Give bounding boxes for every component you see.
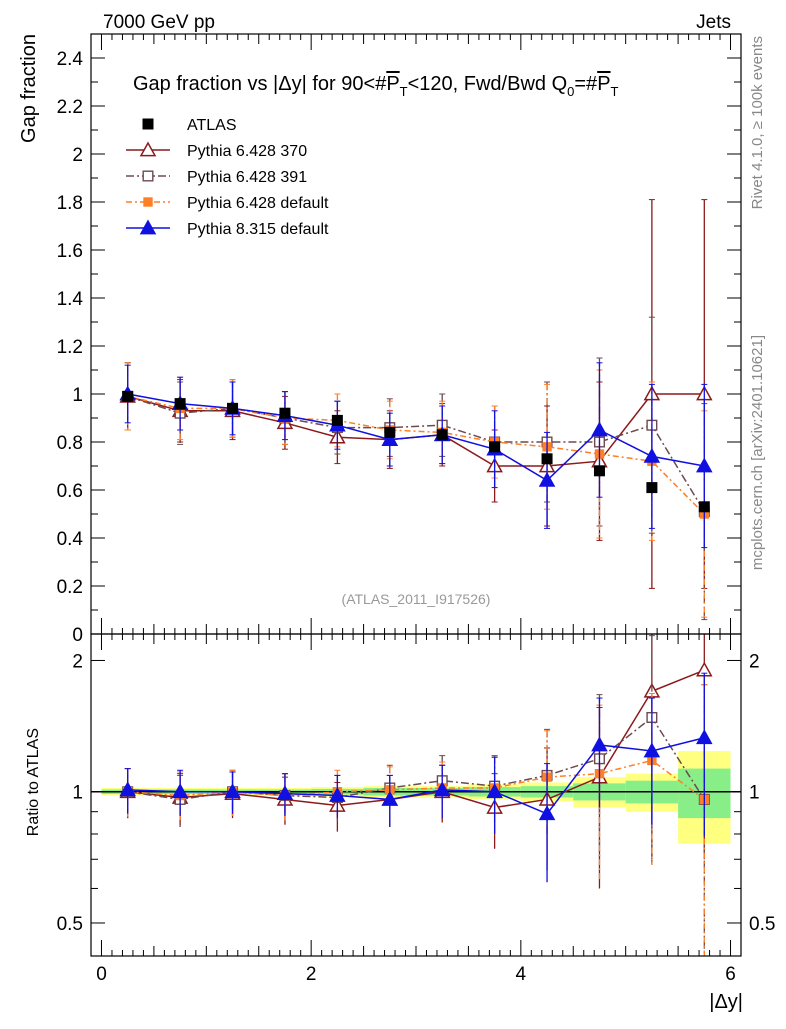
- legend-marker: [142, 118, 154, 130]
- series-4-ratio-line: [127, 736, 705, 815]
- legend: ATLAS Pythia 6.428 370 Pythia 6.428 391 Pyt…: [126, 117, 329, 238]
- series-2-line: [127, 395, 705, 512]
- ratio-y-tick-label: 0.5: [57, 914, 83, 935]
- ratio-y-tick-label-right: 2: [749, 651, 760, 672]
- series-4-ratio-point: [591, 736, 608, 752]
- atlas-data-point: [489, 441, 501, 453]
- legend-label: Pythia 6.428 391: [187, 169, 307, 186]
- series-4-point: [538, 471, 556, 487]
- series-1-ratio-line: [127, 669, 705, 809]
- x-axis-label: |Δy|: [709, 991, 743, 1013]
- y-tick-label: 1.6: [57, 241, 83, 262]
- energy-label: 7000 GeV pp: [103, 12, 215, 33]
- side-label-top: Rivet 4.1.0, ≥ 100k events: [749, 36, 766, 209]
- series-4-ratio-point: [433, 781, 451, 797]
- main-axis-ticks: 0 0.2 0.4 0.6 0.8 1 1.2 1.4 1.6 1.8 2 2.2 2.4: [57, 33, 741, 646]
- series-4-ratio-point: [538, 805, 556, 821]
- series-4-point: [381, 431, 399, 446]
- y-tick-label: 0.8: [57, 433, 83, 454]
- atlas-data-point: [227, 402, 239, 414]
- series-4-ratio-point: [643, 742, 661, 758]
- atlas-data-point: [279, 407, 291, 419]
- analysis-watermark: (ATLAS_2011_I917526): [342, 591, 491, 607]
- series-4-line: [127, 393, 705, 482]
- y-tick-label: 2: [72, 145, 83, 166]
- ratio-y-tick-label-right: 1: [749, 783, 760, 804]
- ratio-y-tick-label: 1: [72, 783, 83, 804]
- atlas-data-point: [331, 414, 343, 426]
- series-4-ratio-point: [276, 785, 294, 800]
- main-series-layer: [119, 199, 713, 621]
- y-tick-label: 0.2: [57, 577, 83, 598]
- legend-marker: [142, 170, 154, 182]
- y-tick-label: 0.4: [57, 529, 84, 550]
- atlas-data-point: [122, 390, 134, 402]
- ratio-y-tick-label-right: 0.5: [749, 914, 775, 935]
- series-4-ratio-point: [119, 781, 136, 797]
- legend-label: Pythia 6.428 370: [187, 143, 307, 160]
- atlas-data-point: [593, 465, 605, 477]
- series-3-line: [127, 395, 705, 515]
- atlas-data-point: [174, 398, 186, 410]
- series-4-ratio-point: [696, 729, 713, 745]
- legend-marker: [143, 197, 153, 207]
- y-tick-label: 1.2: [57, 337, 83, 358]
- series-4-ratio-point: [224, 783, 241, 799]
- series-1-line: [127, 393, 705, 467]
- series-4-ratio-point: [486, 783, 503, 799]
- plot-title: Gap fraction vs |Δy| for 90<#PT<120, Fwd…: [133, 73, 619, 99]
- ratio-series-layer: [119, 633, 713, 956]
- series-4-point: [696, 457, 713, 473]
- side-label-bottom: mcplots.cern.ch [arXiv:2401.10621]: [749, 335, 766, 570]
- atlas-data-point: [698, 501, 710, 513]
- legend-label: Pythia 6.428 default: [187, 195, 329, 212]
- series-4-ratio-point: [381, 790, 399, 806]
- y-tick-label: 1.8: [57, 193, 83, 214]
- x-tick-label: 6: [725, 964, 736, 985]
- x-tick-label: 2: [306, 964, 317, 985]
- ratio-plot-frame: [90, 633, 742, 957]
- x-tick-label: 4: [516, 964, 527, 985]
- y-tick-label: 2.4: [57, 49, 84, 70]
- series-4-ratio-point: [329, 787, 346, 802]
- ratio-axis-ticks: 0 2 4 6 0.5 0.5 1 1 2 2: [57, 634, 775, 985]
- y-tick-label: 1.4: [57, 289, 84, 310]
- series-2-ratio-line: [127, 716, 705, 801]
- ratio-y-axis-label: Ratio to ATLAS: [25, 728, 42, 836]
- ratio-y-tick-label: 2: [72, 651, 83, 672]
- y-axis-label: Gap fraction: [18, 34, 40, 143]
- legend-label: Pythia 8.315 default: [187, 221, 329, 238]
- atlas-data-point: [384, 426, 396, 438]
- legend-label: ATLAS: [187, 117, 237, 134]
- atlas-data-point: [646, 482, 658, 494]
- series-4-point: [643, 447, 661, 463]
- legend-marker: [139, 141, 157, 157]
- legend-marker: [139, 219, 157, 235]
- y-tick-label: 0: [72, 625, 83, 646]
- atlas-data-point: [436, 429, 448, 441]
- series-4-ratio-point: [171, 783, 189, 799]
- series-4-point: [591, 421, 608, 437]
- atlas-data-point: [541, 453, 553, 465]
- process-label: Jets: [696, 12, 731, 33]
- x-tick-label: 0: [96, 964, 107, 985]
- y-tick-label: 0.6: [57, 481, 83, 502]
- y-tick-label: 1: [72, 385, 83, 406]
- y-tick-label: 2.2: [57, 97, 83, 118]
